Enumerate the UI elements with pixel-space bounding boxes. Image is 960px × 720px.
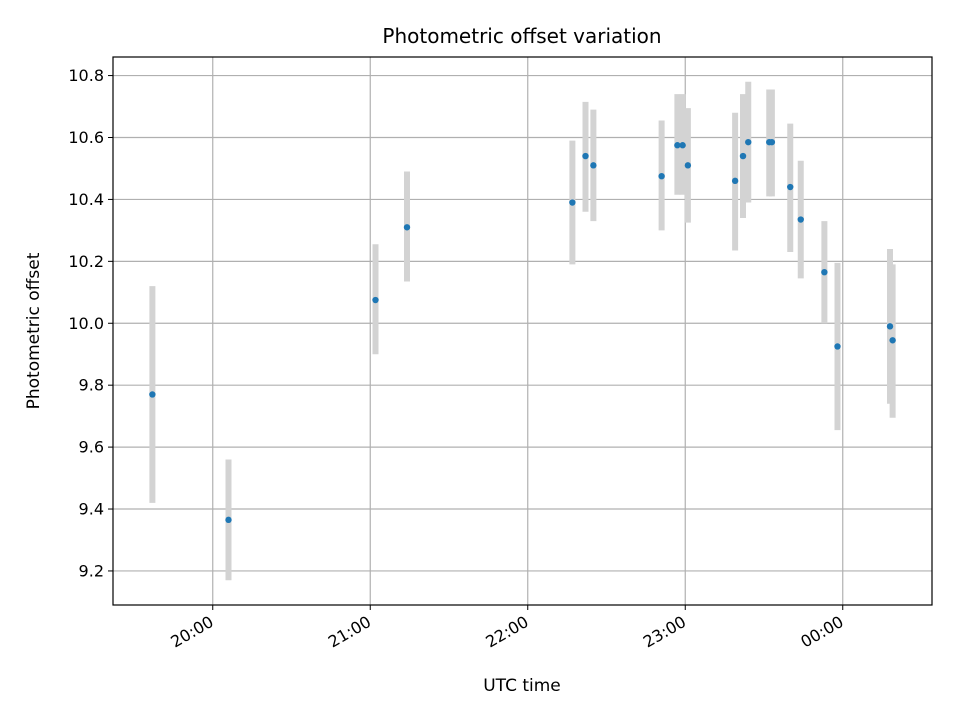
y-axis-label: Photometric offset [24,252,44,409]
y-tick-label: 10.6 [68,128,104,147]
data-point [658,172,665,180]
data-points [149,138,896,524]
data-point [739,152,747,160]
data-point [745,138,752,146]
data-point [149,391,156,398]
grid-lines [113,57,932,605]
data-point [684,162,692,169]
data-point [225,516,232,524]
plot-frame [112,56,933,606]
y-tick-label: 10.0 [68,314,104,333]
data-point [886,323,894,330]
data-point [834,343,841,350]
y-tick-label: 9.8 [79,376,104,395]
y-tick-label: 10.8 [68,66,104,85]
y-axis-ticks: 9.2 9.4 9.6 9.8 10.0 10.2 10.4 10.6 10.8 [68,66,113,580]
data-point [889,337,896,344]
data-point [582,152,589,160]
y-tick-label: 9.4 [79,500,104,519]
x-axis-label: UTC time [483,676,561,696]
data-point [787,183,794,191]
data-point [797,216,804,223]
data-point [768,138,776,146]
data-point [731,177,739,185]
data-point [674,142,681,149]
data-point [590,162,597,169]
y-tick-label: 10.4 [68,190,104,209]
data-point [679,142,686,149]
y-tick-label: 9.6 [79,438,104,457]
data-point [372,296,379,304]
chart-title: Photometric offset variation [382,24,661,48]
data-point [821,268,828,276]
y-tick-label: 10.2 [68,252,104,271]
y-tick-label: 9.2 [79,561,104,580]
data-point [403,224,411,231]
data-point [569,199,576,206]
